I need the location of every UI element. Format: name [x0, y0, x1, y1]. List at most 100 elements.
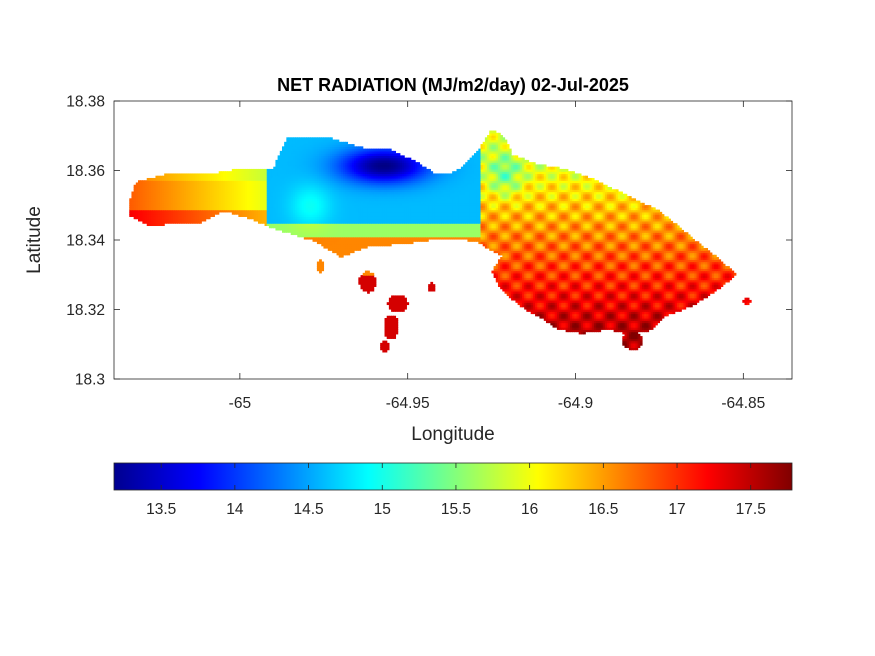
heat-cell — [648, 295, 652, 299]
heat-cell — [528, 243, 532, 247]
heat-cell — [663, 308, 667, 312]
heat-cell — [321, 268, 325, 272]
heat-cell — [543, 227, 547, 231]
heat-cell — [554, 238, 558, 242]
heat-cell — [607, 247, 610, 251]
heat-cell — [659, 259, 663, 263]
heat-cell — [541, 308, 545, 312]
heat-cell — [316, 238, 320, 242]
heat-cell — [391, 322, 394, 326]
heat-cell — [641, 299, 645, 303]
heat-cell — [519, 227, 523, 231]
heat-cell — [635, 252, 639, 256]
heat-cell — [696, 277, 700, 281]
heat-cell — [521, 261, 525, 265]
heat-cell — [567, 272, 571, 276]
heat-cell — [685, 241, 689, 245]
heat-cell — [644, 311, 647, 315]
heat-cell — [569, 324, 573, 328]
heat-cell — [711, 270, 715, 274]
heat-cell — [395, 329, 399, 333]
heat-cell — [591, 229, 595, 233]
heat-cell — [628, 345, 632, 348]
heat-cell — [552, 275, 556, 278]
heat-cell — [569, 261, 573, 265]
heat-cell — [685, 299, 689, 303]
heat-cell — [583, 261, 586, 265]
heat-cell — [707, 270, 711, 274]
heat-cell — [364, 227, 368, 231]
heat-cell — [521, 252, 525, 256]
heat-cell — [325, 241, 329, 245]
heat-cell — [672, 284, 676, 287]
heat-cell — [567, 263, 571, 267]
heat-cell — [541, 234, 545, 238]
heat-cell — [689, 297, 693, 301]
heat-cell — [559, 227, 562, 231]
heat-cell — [397, 297, 401, 301]
heat-cell — [552, 247, 556, 251]
heat-cell — [624, 277, 628, 281]
heat-cell — [513, 290, 517, 294]
heat-cell — [576, 247, 580, 251]
heat-cell — [567, 243, 571, 247]
heat-cell — [380, 345, 383, 348]
heat-cell — [504, 279, 508, 283]
heat-cell — [591, 281, 595, 285]
heat-cell — [689, 293, 693, 297]
heat-cell — [559, 266, 562, 269]
heat-cell — [617, 306, 621, 310]
heat-cell — [430, 234, 434, 238]
heat-cell — [449, 232, 453, 236]
heat-cell — [541, 299, 545, 303]
heat-cell — [506, 290, 510, 294]
heat-cell — [646, 252, 650, 256]
heat-cell — [434, 227, 438, 231]
heat-cell — [716, 272, 719, 276]
heat-cell — [646, 236, 650, 240]
heat-cell — [641, 302, 645, 306]
heat-cell — [744, 302, 748, 306]
heat-cell — [591, 241, 595, 245]
heat-cell — [569, 259, 573, 263]
heat-cell — [633, 340, 637, 344]
heat-cell — [598, 232, 602, 236]
heat-cell — [583, 232, 586, 236]
heat-cell — [631, 331, 634, 335]
heat-cell — [548, 252, 551, 256]
heat-cell — [596, 266, 599, 269]
heat-cell — [362, 288, 366, 292]
heat-cell — [692, 284, 695, 287]
heat-cell — [480, 234, 484, 238]
heat-cell — [561, 286, 565, 290]
heat-cell — [607, 306, 610, 310]
heat-cell — [598, 288, 602, 292]
heat-cell — [539, 229, 543, 233]
heat-cell — [681, 268, 685, 272]
heat-cell — [663, 227, 667, 231]
heat-cell — [543, 318, 547, 321]
heat-cell — [628, 263, 632, 267]
heat-cell — [541, 304, 545, 308]
heat-cell — [332, 234, 335, 238]
heat-cell — [500, 229, 503, 233]
heat-cell — [646, 304, 650, 308]
heat-cell — [672, 290, 676, 294]
heat-cell — [585, 313, 589, 317]
heat-cell — [460, 234, 464, 238]
heat-cell — [539, 266, 543, 269]
heat-cell — [576, 302, 580, 306]
heat-cell — [681, 261, 685, 265]
heat-cell — [578, 286, 582, 290]
heat-cell — [585, 250, 589, 254]
heat-cell — [447, 229, 451, 233]
heat-cell — [565, 247, 569, 251]
heat-cell — [519, 284, 523, 287]
heat-cell — [674, 272, 678, 276]
heat-cell — [364, 236, 368, 240]
heat-cell — [685, 304, 689, 308]
heat-cell — [528, 306, 532, 310]
heat-cell — [602, 284, 606, 287]
heat-cell — [515, 263, 519, 267]
heat-cell — [511, 247, 514, 251]
